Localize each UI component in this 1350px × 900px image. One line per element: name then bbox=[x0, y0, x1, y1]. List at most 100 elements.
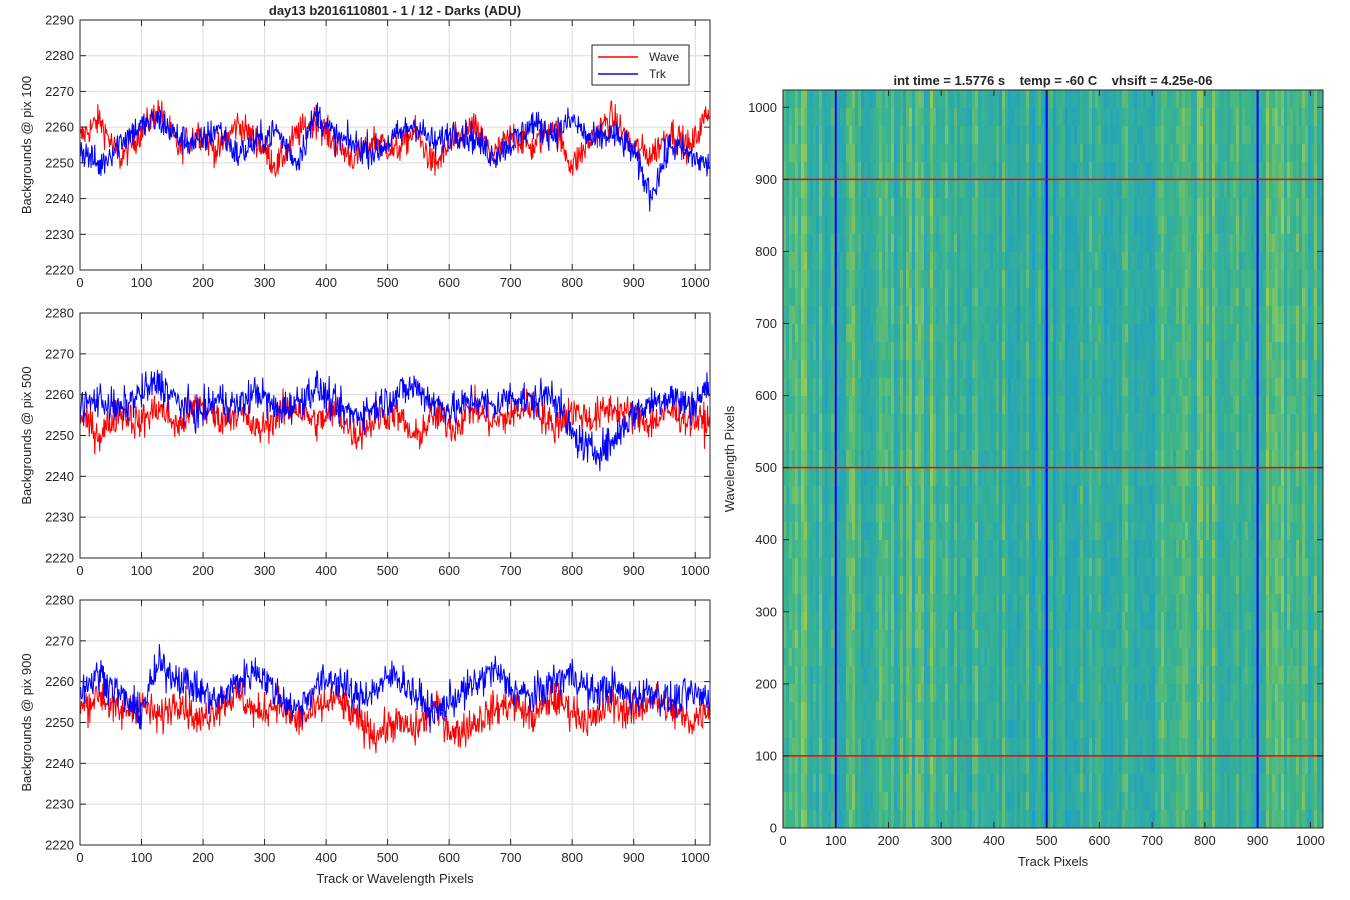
heatmap-cell bbox=[900, 108, 904, 127]
heatmap-cell bbox=[969, 324, 973, 343]
heatmap-cell bbox=[1206, 522, 1210, 541]
heatmap-cell bbox=[795, 540, 799, 559]
heatmap-cell bbox=[828, 234, 832, 253]
heatmap-cell bbox=[1218, 180, 1222, 199]
heatmap-cell bbox=[1263, 144, 1267, 163]
heatmap-cell bbox=[936, 558, 940, 577]
heatmap-cell bbox=[1218, 306, 1222, 325]
heatmap-cell bbox=[1050, 234, 1054, 253]
heatmap-cell bbox=[840, 468, 844, 487]
heatmap-cell bbox=[885, 432, 889, 451]
heatmap-cell bbox=[1179, 162, 1183, 181]
heatmap-cell bbox=[1092, 126, 1096, 145]
heatmap-cell bbox=[1257, 504, 1261, 523]
heatmap-cell bbox=[1200, 414, 1204, 433]
heatmap-cell bbox=[1005, 342, 1009, 361]
heatmap-cell bbox=[1254, 432, 1258, 451]
heatmap-cell bbox=[1146, 540, 1150, 559]
heatmap-cell bbox=[1218, 144, 1222, 163]
heatmap-cell bbox=[993, 324, 997, 343]
heatmap-cell bbox=[927, 288, 931, 307]
heatmap-cell bbox=[1089, 540, 1093, 559]
heatmap-cell bbox=[1221, 540, 1225, 559]
heatmap-cell bbox=[1179, 216, 1183, 235]
heatmap-cell bbox=[816, 558, 820, 577]
heatmap-cell bbox=[1005, 540, 1009, 559]
heatmap-cell bbox=[1311, 396, 1315, 415]
heatmap-cell bbox=[849, 522, 853, 541]
heatmap-cell bbox=[1098, 252, 1102, 271]
heatmap-cell bbox=[1266, 108, 1270, 127]
heatmap-cell bbox=[1146, 504, 1150, 523]
heatmap-cell bbox=[1209, 414, 1213, 433]
heatmap-cell bbox=[837, 540, 841, 559]
heatmap-cell bbox=[1320, 162, 1323, 181]
heatmap-cell bbox=[1293, 162, 1297, 181]
heatmap-cell bbox=[1113, 252, 1117, 271]
heatmap-cell bbox=[1218, 234, 1222, 253]
heatmap-cell bbox=[1302, 144, 1306, 163]
heatmap-cell bbox=[1026, 360, 1030, 379]
heatmap-cell bbox=[1047, 378, 1051, 397]
y-tick-label: 2230 bbox=[45, 510, 74, 525]
heatmap-cell bbox=[915, 306, 919, 325]
heatmap-cell bbox=[1248, 144, 1252, 163]
heatmap-cell bbox=[846, 162, 850, 181]
heatmap-cell bbox=[804, 252, 808, 271]
heatmap-cell bbox=[1149, 540, 1153, 559]
heatmap-cell bbox=[798, 468, 802, 487]
heatmap-cell bbox=[1152, 126, 1156, 145]
heatmap-cell bbox=[831, 432, 835, 451]
heatmap-cell bbox=[1236, 234, 1240, 253]
heatmap-cell bbox=[882, 270, 886, 289]
heatmap-cell bbox=[1026, 468, 1030, 487]
heatmap-cell bbox=[1080, 198, 1084, 217]
heatmap-cell bbox=[1017, 252, 1021, 271]
heatmap-cell bbox=[966, 216, 970, 235]
heatmap-cell bbox=[930, 486, 934, 505]
heatmap-cell bbox=[855, 324, 859, 343]
heatmap-cell bbox=[1185, 234, 1189, 253]
heatmap-cell bbox=[1089, 504, 1093, 523]
heatmap-cell bbox=[795, 360, 799, 379]
heatmap-cell bbox=[1218, 504, 1222, 523]
heatmap-cell bbox=[1056, 144, 1060, 163]
heatmap-cell bbox=[1248, 126, 1252, 145]
heatmap-cell bbox=[786, 162, 790, 181]
heatmap-cell bbox=[786, 216, 790, 235]
heatmap-cell bbox=[861, 450, 865, 469]
heatmap-cell bbox=[1128, 324, 1132, 343]
heatmap-cell bbox=[1083, 288, 1087, 307]
y-axis-label: Backgrounds @ pix 900 bbox=[19, 653, 34, 791]
heatmap-cell bbox=[1125, 378, 1129, 397]
heatmap-cell bbox=[1284, 270, 1288, 289]
heatmap-cell bbox=[1293, 90, 1297, 109]
heatmap-cell bbox=[1215, 234, 1219, 253]
heatmap-cell bbox=[1080, 360, 1084, 379]
heatmap-cell bbox=[1146, 432, 1150, 451]
heatmap-cell bbox=[813, 342, 817, 361]
heatmap-cell bbox=[1245, 432, 1249, 451]
heatmap-cell bbox=[984, 234, 988, 253]
heatmap-cell bbox=[864, 198, 868, 217]
heatmap-cell bbox=[945, 252, 949, 271]
heatmap-cell bbox=[789, 288, 793, 307]
heatmap-cell bbox=[858, 306, 862, 325]
heatmap-cell bbox=[798, 342, 802, 361]
heatmap-cell bbox=[942, 396, 946, 415]
heatmap-cell bbox=[789, 432, 793, 451]
heatmap-cell bbox=[1233, 540, 1237, 559]
heatmap-cell bbox=[1281, 90, 1285, 109]
heatmap-cell bbox=[1218, 414, 1222, 433]
heatmap-cell bbox=[891, 162, 895, 181]
heatmap-cell bbox=[903, 234, 907, 253]
heatmap-cell bbox=[1125, 396, 1129, 415]
heatmap-cell bbox=[792, 414, 796, 433]
heatmap-cell bbox=[798, 360, 802, 379]
heatmap-cell bbox=[1164, 306, 1168, 325]
heatmap-cell bbox=[1248, 342, 1252, 361]
heatmap-cell bbox=[1224, 270, 1228, 289]
heatmap-cell bbox=[819, 90, 823, 109]
heatmap-cell bbox=[795, 126, 799, 145]
heatmap-cell bbox=[1275, 306, 1279, 325]
